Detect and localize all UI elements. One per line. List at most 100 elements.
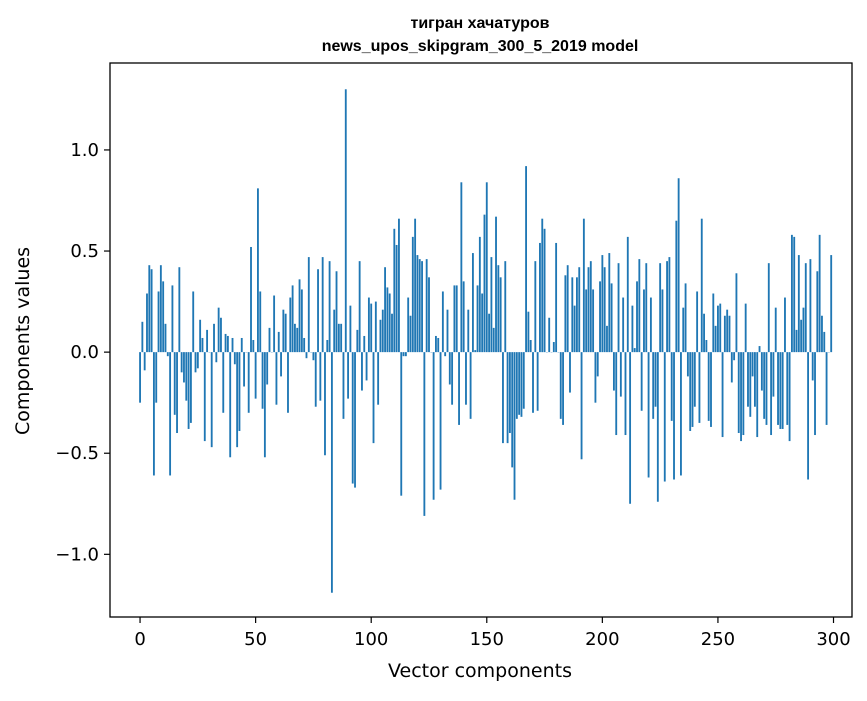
bar-component-139 bbox=[460, 182, 462, 352]
bar-component-109 bbox=[391, 314, 393, 352]
bar-component-177 bbox=[548, 318, 550, 352]
bar-component-221 bbox=[650, 298, 652, 353]
bar-component-44 bbox=[241, 338, 243, 352]
bar-component-156 bbox=[500, 277, 502, 352]
bar-component-145 bbox=[474, 350, 476, 352]
bar-component-78 bbox=[319, 352, 321, 401]
bar-component-240 bbox=[694, 352, 696, 407]
bar-component-85 bbox=[336, 271, 338, 352]
bar-component-188 bbox=[574, 306, 576, 353]
bar-component-238 bbox=[689, 352, 691, 431]
bar-component-269 bbox=[761, 352, 763, 390]
bar-component-105 bbox=[382, 310, 384, 352]
bar-component-154 bbox=[495, 217, 497, 352]
bar-component-277 bbox=[779, 352, 781, 429]
bar-component-67 bbox=[294, 324, 296, 352]
bar-component-204 bbox=[611, 283, 613, 352]
bar-component-96 bbox=[361, 352, 363, 390]
bar-component-294 bbox=[819, 235, 821, 352]
bar-component-17 bbox=[178, 267, 180, 352]
bar-component-49 bbox=[252, 340, 254, 352]
bar-component-172 bbox=[537, 352, 539, 411]
bar-component-190 bbox=[578, 267, 580, 352]
bar-component-112 bbox=[398, 219, 400, 352]
bar-component-158 bbox=[504, 261, 506, 352]
bar-component-92 bbox=[352, 352, 354, 483]
bar-component-16 bbox=[176, 352, 178, 433]
bar-component-211 bbox=[627, 237, 629, 352]
bar-component-3 bbox=[146, 294, 148, 353]
bar-component-249 bbox=[715, 326, 717, 352]
bar-component-38 bbox=[227, 336, 229, 352]
bar-component-56 bbox=[269, 328, 271, 352]
bar-component-120 bbox=[417, 255, 419, 352]
bar-component-246 bbox=[708, 352, 710, 421]
bar-component-90 bbox=[347, 352, 349, 399]
bar-component-263 bbox=[747, 352, 749, 407]
bar-component-257 bbox=[733, 352, 735, 360]
bar-component-216 bbox=[638, 259, 640, 352]
bar-component-155 bbox=[497, 265, 499, 352]
bar-component-142 bbox=[467, 310, 469, 352]
bar-component-175 bbox=[544, 229, 546, 352]
bar-component-236 bbox=[685, 283, 687, 352]
bar-component-160 bbox=[509, 352, 511, 433]
bar-component-10 bbox=[162, 281, 164, 352]
bar-component-132 bbox=[444, 352, 446, 356]
bar-component-101 bbox=[373, 352, 375, 443]
bar-component-27 bbox=[202, 338, 204, 352]
chart-title-line1: тигран хачатуров bbox=[410, 15, 549, 32]
bar-component-243 bbox=[701, 219, 703, 352]
bar-component-264 bbox=[749, 352, 751, 417]
bar-component-70 bbox=[301, 289, 303, 352]
bar-component-15 bbox=[174, 352, 176, 415]
bar-component-278 bbox=[782, 352, 784, 429]
bar-component-179 bbox=[553, 342, 555, 352]
bar-component-151 bbox=[488, 314, 490, 352]
bar-component-167 bbox=[525, 166, 527, 352]
bar-component-82 bbox=[329, 261, 331, 352]
x-tick-label: 200 bbox=[585, 629, 619, 650]
bar-component-0 bbox=[139, 352, 141, 403]
bar-component-198 bbox=[597, 352, 599, 376]
bar-component-33 bbox=[215, 352, 217, 362]
bar-component-62 bbox=[282, 310, 284, 352]
bar-component-54 bbox=[264, 352, 266, 457]
bar-component-20 bbox=[185, 352, 187, 401]
bar-component-247 bbox=[710, 352, 712, 427]
bar-component-97 bbox=[363, 336, 365, 352]
bar-component-5 bbox=[151, 269, 153, 352]
bar-component-42 bbox=[236, 352, 238, 447]
bar-component-141 bbox=[465, 352, 467, 405]
bar-component-21 bbox=[188, 352, 190, 429]
bar-component-25 bbox=[197, 352, 199, 368]
bar-component-191 bbox=[581, 352, 583, 459]
bar-component-251 bbox=[719, 304, 721, 353]
bar-component-290 bbox=[809, 259, 811, 352]
bar-component-130 bbox=[440, 352, 442, 489]
bar-component-219 bbox=[645, 263, 647, 352]
bar-component-287 bbox=[803, 308, 805, 352]
bar-component-108 bbox=[389, 294, 391, 353]
bar-component-13 bbox=[169, 352, 171, 475]
bar-component-274 bbox=[772, 352, 774, 396]
bar-component-45 bbox=[243, 352, 245, 386]
bar-component-187 bbox=[571, 277, 573, 352]
bar-component-86 bbox=[338, 324, 340, 352]
bar-component-123 bbox=[423, 352, 425, 516]
bar-component-239 bbox=[692, 352, 694, 427]
bar-component-95 bbox=[359, 261, 361, 352]
bar-component-150 bbox=[486, 182, 488, 352]
bar-component-256 bbox=[731, 352, 733, 382]
bar-component-265 bbox=[752, 352, 754, 376]
bar-component-118 bbox=[412, 237, 414, 352]
bar-component-295 bbox=[821, 316, 823, 352]
bar-component-183 bbox=[562, 352, 564, 425]
bar-component-153 bbox=[493, 328, 495, 352]
bar-component-235 bbox=[682, 308, 684, 352]
bar-component-69 bbox=[299, 279, 301, 352]
bar-component-4 bbox=[148, 265, 150, 352]
bar-component-252 bbox=[722, 352, 724, 437]
bar-component-210 bbox=[625, 352, 627, 435]
bar-component-68 bbox=[296, 328, 298, 352]
